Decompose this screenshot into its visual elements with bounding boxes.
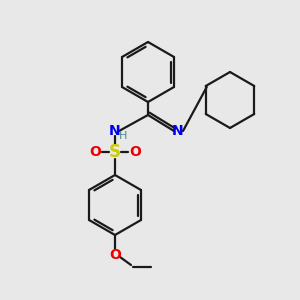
Text: H: H [119,131,127,141]
Text: O: O [129,145,141,159]
Text: O: O [109,248,121,262]
Text: S: S [109,143,121,161]
Text: N: N [172,124,184,138]
Text: O: O [89,145,101,159]
Text: N: N [109,124,121,138]
